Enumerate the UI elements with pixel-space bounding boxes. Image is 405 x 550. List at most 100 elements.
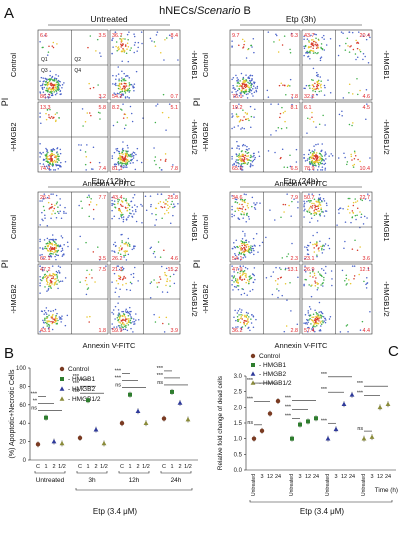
quadrant-q3-value: 32.2 bbox=[304, 94, 315, 100]
flow-event-dot bbox=[244, 256, 247, 258]
flow-event-dot bbox=[119, 156, 122, 158]
flow-event-dot bbox=[323, 160, 325, 162]
flow-event-dot bbox=[236, 278, 239, 280]
flow-event-dot bbox=[57, 319, 59, 322]
flow-event-dot bbox=[320, 314, 322, 317]
flow-event-dot bbox=[313, 212, 315, 215]
flow-event-dot bbox=[281, 44, 284, 46]
flow-event-dot bbox=[53, 251, 55, 254]
flow-event-dot bbox=[237, 282, 239, 284]
flow-event-dot bbox=[250, 314, 253, 316]
flow-event-dot bbox=[44, 93, 47, 96]
flow-event-dot bbox=[59, 84, 61, 87]
flow-event-dot bbox=[316, 289, 319, 291]
flow-event-dot bbox=[236, 116, 239, 118]
flow-event-dot bbox=[304, 45, 307, 48]
flow-event-dot bbox=[92, 168, 94, 170]
flow-event-dot bbox=[240, 128, 242, 130]
quadrant-q1-value: 6.1 bbox=[304, 105, 312, 111]
flow-event-dot bbox=[55, 90, 58, 93]
flow-event-dot bbox=[123, 250, 125, 253]
flow-event-dot bbox=[314, 318, 317, 320]
flow-event-dot bbox=[154, 45, 157, 47]
quadrant-q2-value: 7.5 bbox=[99, 267, 107, 273]
flow-event-dot bbox=[60, 235, 63, 237]
flow-event-dot bbox=[55, 242, 57, 245]
flow-event-dot bbox=[55, 322, 58, 325]
flow-event-dot bbox=[117, 265, 120, 267]
flow-event-dot bbox=[319, 155, 321, 158]
flow-event-dot bbox=[80, 200, 82, 203]
flow-event-dot bbox=[312, 39, 314, 41]
flow-event-dot bbox=[58, 272, 61, 274]
flow-event-dot bbox=[50, 320, 52, 323]
flow-event-dot bbox=[130, 112, 133, 115]
flow-event-dot bbox=[313, 274, 316, 277]
flow-event-dot bbox=[57, 210, 59, 213]
flow-event-dot bbox=[249, 290, 251, 292]
flow-event-dot bbox=[113, 203, 116, 206]
flow-event-dot bbox=[111, 217, 113, 220]
flow-event-dot bbox=[63, 212, 65, 214]
flow-event-dot bbox=[250, 44, 252, 47]
flow-event-dot bbox=[112, 37, 114, 40]
flow-event-dot bbox=[60, 161, 62, 164]
flow-event-dot bbox=[53, 207, 56, 210]
flow-event-dot bbox=[275, 266, 277, 269]
flow-event-dot bbox=[88, 196, 91, 198]
flow-event-dot bbox=[125, 75, 127, 78]
flow-event-dot bbox=[319, 316, 321, 318]
flow-event-dot bbox=[251, 273, 254, 275]
flow-event-dot bbox=[59, 280, 62, 282]
flow-event-dot bbox=[123, 85, 125, 87]
flow-event-dot bbox=[244, 244, 246, 247]
flow-event-dot bbox=[252, 247, 255, 250]
flow-event-dot bbox=[124, 89, 126, 91]
flow-event-dot bbox=[308, 169, 311, 171]
flow-event-dot bbox=[252, 155, 254, 158]
flow-event-dot bbox=[51, 213, 53, 215]
flow-event-dot bbox=[275, 130, 277, 132]
flow-event-dot bbox=[47, 287, 50, 290]
b-legend-marker bbox=[59, 396, 65, 401]
flow-event-dot bbox=[49, 241, 51, 244]
flow-event-dot bbox=[252, 87, 254, 90]
flow-event-dot bbox=[47, 310, 50, 312]
c-data-point bbox=[349, 392, 355, 397]
flow-event-dot bbox=[123, 72, 125, 75]
flow-event-dot bbox=[316, 71, 318, 74]
flow-event-dot bbox=[239, 167, 242, 170]
flow-event-dot bbox=[234, 279, 237, 282]
flow-event-dot bbox=[124, 252, 127, 254]
flow-event-dot bbox=[247, 86, 250, 88]
flow-event-dot bbox=[241, 163, 243, 165]
flow-event-dot bbox=[54, 308, 57, 311]
quadrant-name-q1: Q1 bbox=[41, 57, 48, 63]
flow-event-dot bbox=[320, 46, 322, 49]
flow-event-dot bbox=[132, 197, 134, 199]
flow-event-dot bbox=[56, 275, 59, 277]
flow-event-dot bbox=[39, 254, 41, 256]
flow-event-dot bbox=[54, 281, 57, 284]
flow-event-dot bbox=[55, 216, 58, 219]
row-label-control: Control bbox=[9, 53, 18, 78]
c-data-point bbox=[369, 434, 375, 439]
flow-event-dot bbox=[355, 58, 357, 61]
flow-event-dot bbox=[156, 193, 159, 195]
flow-event-dot bbox=[173, 273, 175, 276]
flow-event-dot bbox=[243, 193, 246, 195]
flow-event-dot bbox=[252, 326, 255, 328]
flow-event-dot bbox=[241, 247, 244, 250]
flow-event-dot bbox=[49, 162, 52, 165]
flow-event-dot bbox=[53, 159, 56, 162]
flow-event-dot bbox=[241, 144, 244, 147]
flow-event-dot bbox=[246, 85, 249, 88]
c-data-point bbox=[341, 401, 347, 406]
flow-event-dot bbox=[239, 278, 241, 280]
flow-event-dot bbox=[117, 314, 119, 316]
flow-event-dot bbox=[323, 245, 326, 247]
flow-event-dot bbox=[310, 217, 313, 220]
flow-event-dot bbox=[241, 198, 244, 201]
c-sig-label: *** bbox=[321, 387, 327, 393]
c-untreated-label: Untreated bbox=[289, 474, 295, 496]
